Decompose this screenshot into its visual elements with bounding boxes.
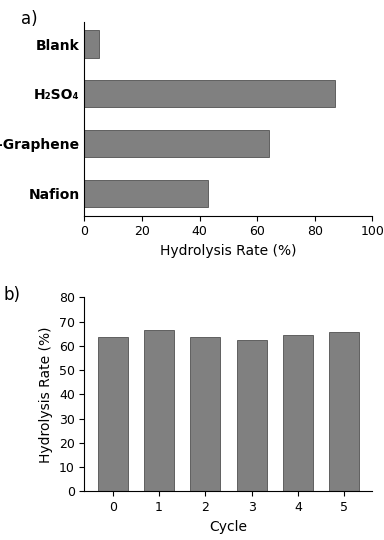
- X-axis label: Hydrolysis Rate (%): Hydrolysis Rate (%): [160, 244, 297, 258]
- Bar: [237, 340, 267, 491]
- Text: b): b): [4, 286, 21, 303]
- Bar: [84, 30, 99, 58]
- Y-axis label: Hydrolysis Rate (%): Hydrolysis Rate (%): [39, 326, 53, 463]
- Bar: [329, 333, 359, 491]
- X-axis label: Cycle: Cycle: [210, 519, 247, 534]
- Bar: [84, 130, 269, 157]
- Bar: [283, 335, 313, 491]
- Bar: [144, 330, 174, 491]
- Bar: [84, 80, 335, 107]
- Bar: [98, 338, 128, 491]
- Bar: [84, 180, 208, 207]
- Text: a): a): [21, 10, 38, 28]
- Bar: [190, 338, 220, 491]
